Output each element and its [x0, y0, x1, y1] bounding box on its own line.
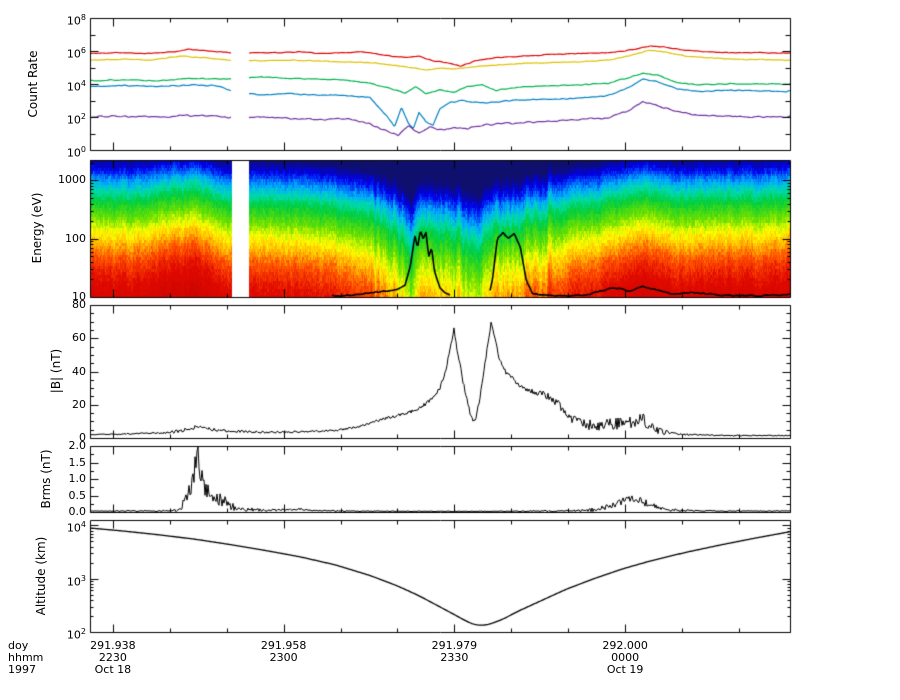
y-axis-title-bmag: |B| (nT) — [49, 348, 63, 394]
y-axis-title-altitude: Altitude (km) — [34, 536, 48, 616]
x-axis-row-label-year: 1997 — [8, 663, 36, 676]
x-axis-row-label-hhmm: hhmm — [8, 651, 44, 664]
x-axis-row-label-doy: doy — [8, 639, 29, 652]
y-axis-title-energy: Energy (eV) — [30, 192, 44, 264]
y-axis-title-brms: Brms (nT) — [39, 449, 53, 509]
y-axis-title-count-rate: Count Rate — [26, 50, 40, 118]
